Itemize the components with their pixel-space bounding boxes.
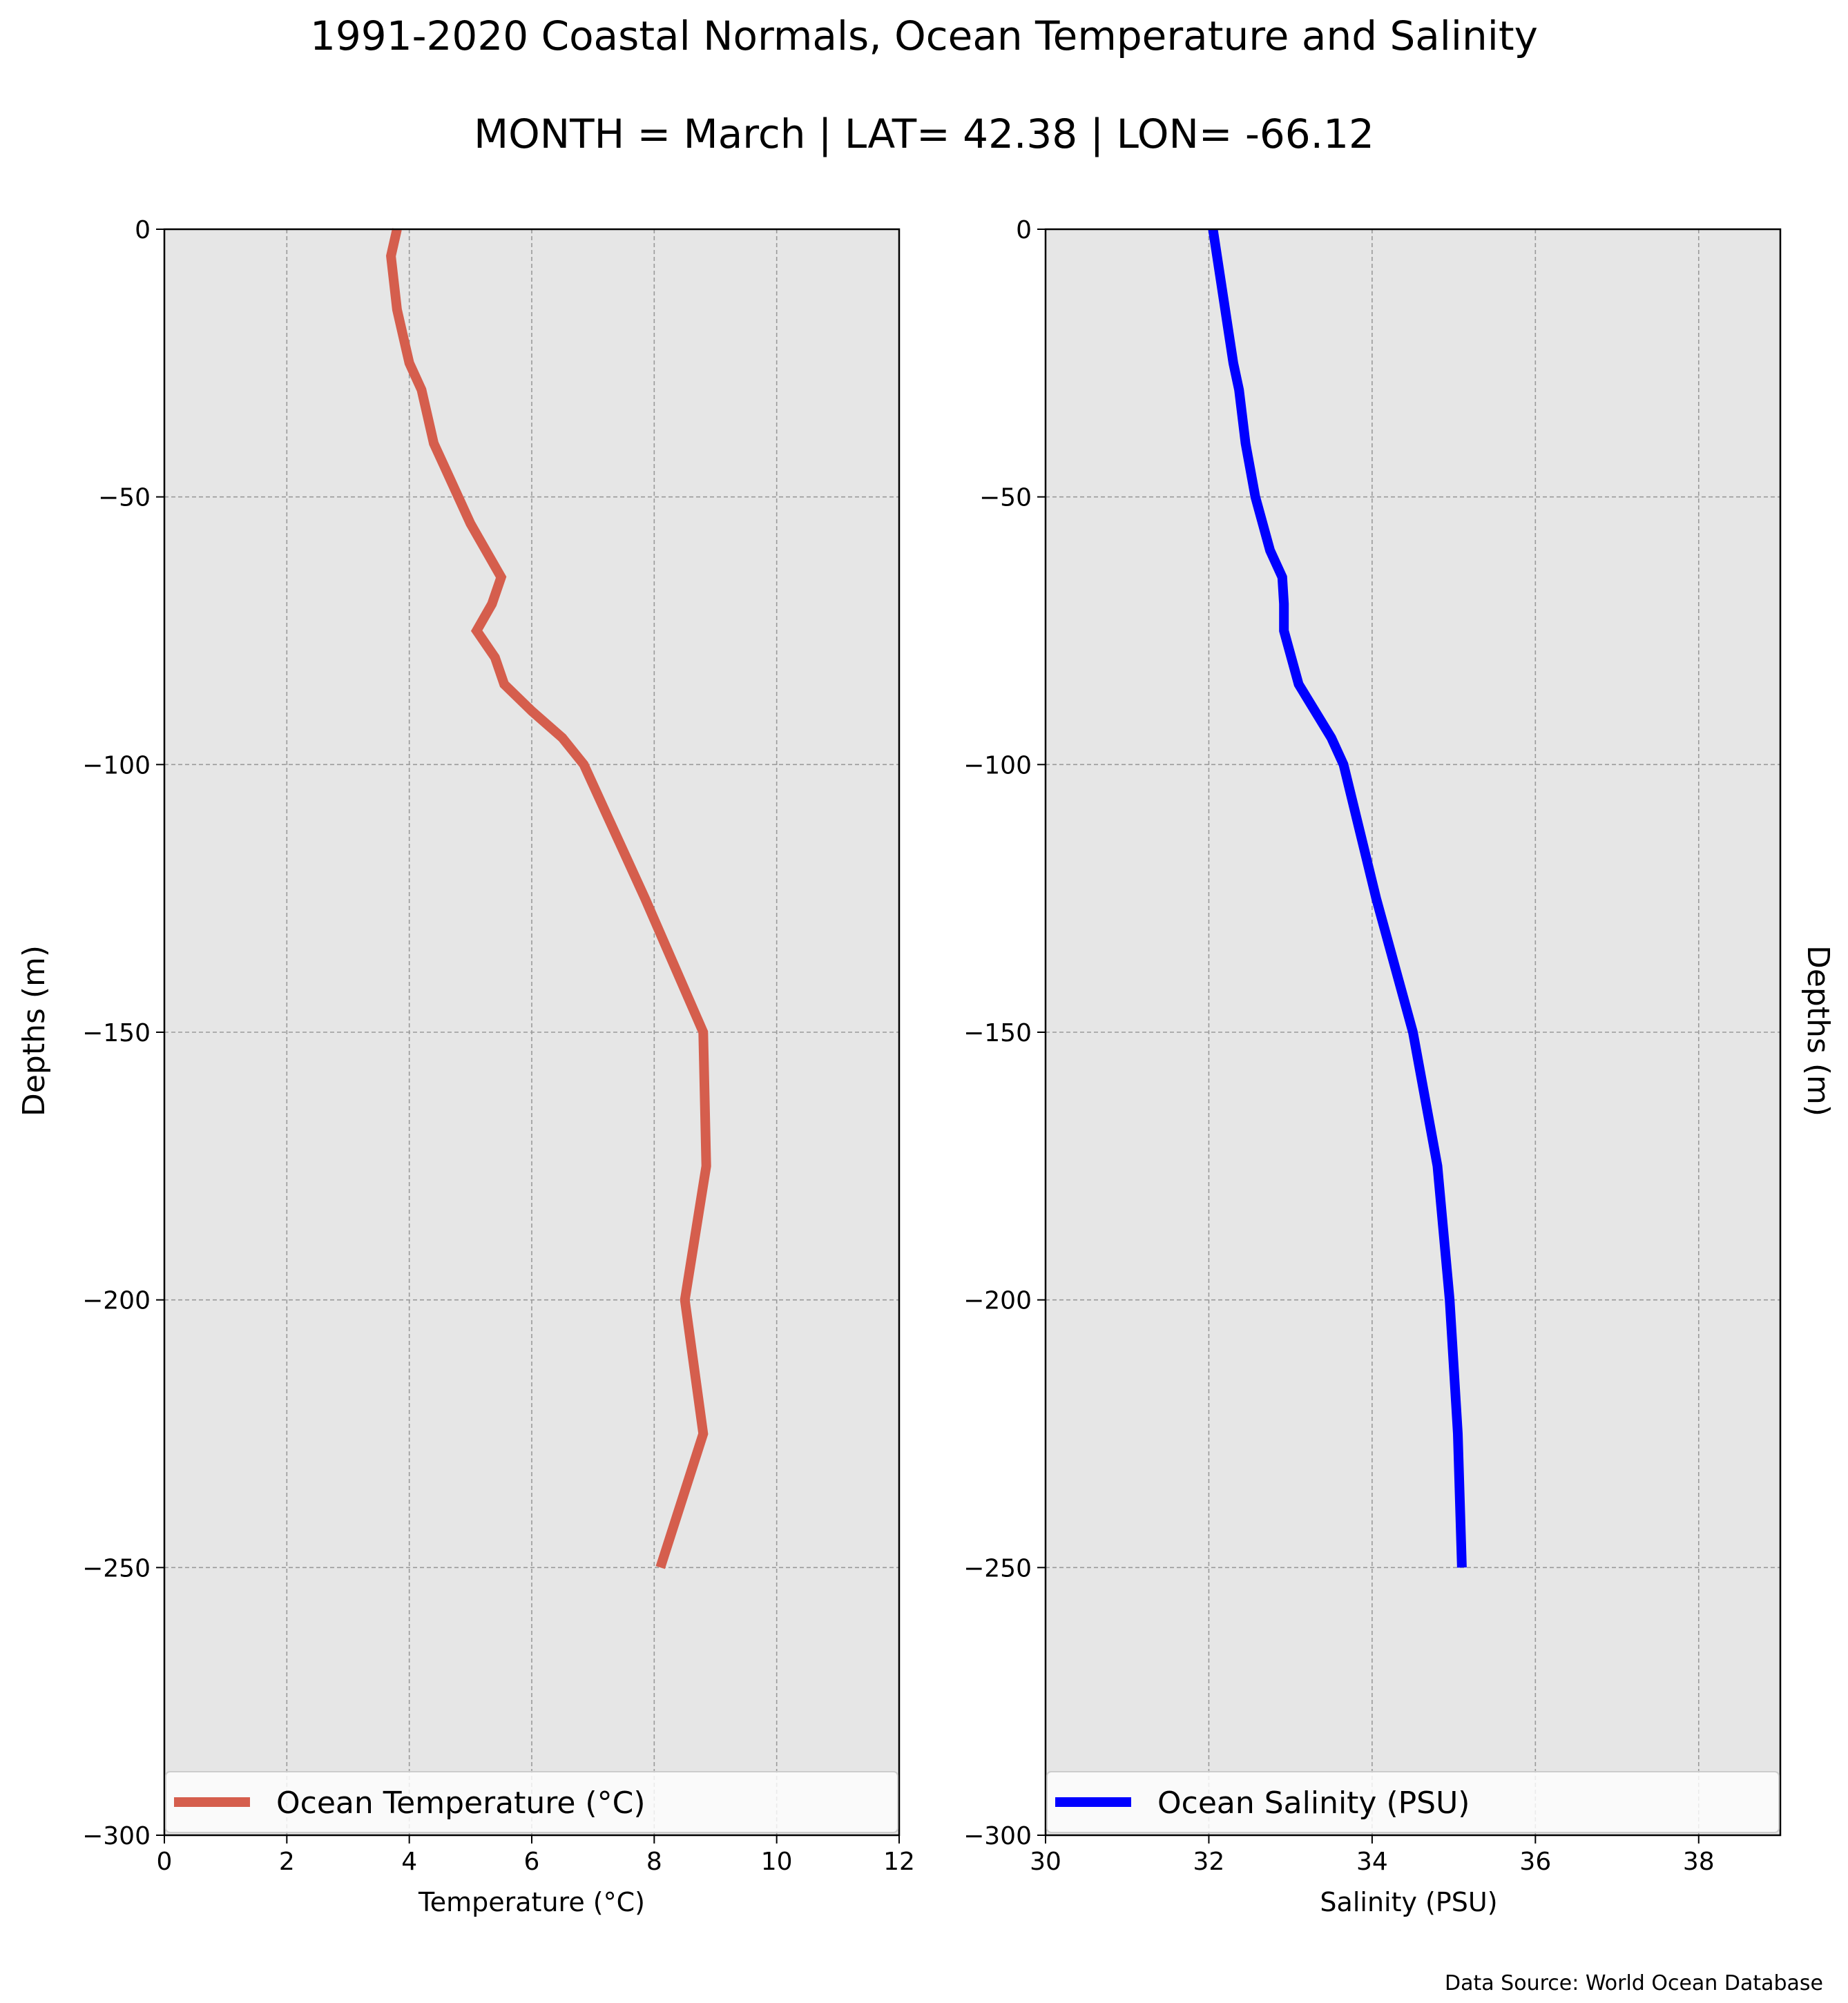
sal-y-tick-label: −50 xyxy=(979,484,1032,512)
sal-y-tick-label: −150 xyxy=(963,1019,1032,1047)
chart-title: 1991-2020 Coastal Normals, Ocean Tempera… xyxy=(310,12,1538,59)
temp-y-tick-label: −250 xyxy=(82,1554,151,1583)
sal-y-tick-label: 0 xyxy=(1016,216,1032,244)
sal-y-tick-label: −200 xyxy=(963,1287,1032,1315)
sal-x-tick-label: 32 xyxy=(1193,1848,1225,1876)
sal-y-tick-label: −300 xyxy=(963,1822,1032,1850)
temp-y-tick-label: −200 xyxy=(82,1287,151,1315)
x-axis-label-salinity: Salinity (PSU) xyxy=(1320,1887,1497,1917)
temp-y-tick-label: −300 xyxy=(82,1822,151,1850)
sal-x-tick-label: 34 xyxy=(1356,1848,1388,1876)
temp-y-tick-label: −50 xyxy=(98,484,151,512)
temp-x-tick-label: 2 xyxy=(279,1848,295,1876)
sal-y-tick-label: −250 xyxy=(963,1554,1032,1583)
sal-series-line xyxy=(1208,228,1467,1568)
sal-x-tick-label: 30 xyxy=(1030,1848,1061,1876)
temp-x-tick-label: 12 xyxy=(883,1848,915,1876)
temp-series-line xyxy=(386,228,711,1569)
temp-y-tick-label: −100 xyxy=(82,751,151,780)
x-axis-label-temperature: Temperature (°C) xyxy=(418,1887,645,1917)
temp-y-tick-label: −150 xyxy=(82,1019,151,1047)
temperature-panel: 0 2 4 6 8 10 12 0 −50 −100 −150 −200 −250 −300 Ocean T… xyxy=(82,216,915,1876)
temp-x-tick-label: 10 xyxy=(761,1848,793,1876)
sal-x-tick-label: 36 xyxy=(1519,1848,1551,1876)
temp-x-tick-label: 4 xyxy=(401,1848,417,1876)
data-source-note: Data Source: World Ocean Database xyxy=(1445,1971,1823,1995)
temp-x-tick-label: 6 xyxy=(524,1848,540,1876)
chart-subtitle: MONTH = March | LAT= 42.38 | LON= -66.12 xyxy=(474,110,1374,157)
sal-y-tick-label: −100 xyxy=(963,751,1032,780)
sal-x-tick-label: 38 xyxy=(1683,1848,1715,1876)
y-axis-label-right: Depths (m) xyxy=(1800,945,1836,1116)
y-axis-label-left: Depths (m) xyxy=(17,945,52,1116)
salinity-panel: 30 32 34 36 38 0 −50 −100 −150 −200 −250 −300 Ocean … xyxy=(963,216,1782,1876)
sal-legend-label: Ocean Salinity (PSU) xyxy=(1157,1786,1470,1821)
temp-legend-label: Ocean Temperature (°C) xyxy=(276,1786,646,1821)
temp-legend-box xyxy=(165,1771,898,1833)
sal-legend-box xyxy=(1046,1771,1780,1833)
temp-y-tick-label: 0 xyxy=(135,216,151,244)
temp-x-tick-label: 0 xyxy=(157,1848,173,1876)
temp-x-tick-label: 8 xyxy=(646,1848,662,1876)
